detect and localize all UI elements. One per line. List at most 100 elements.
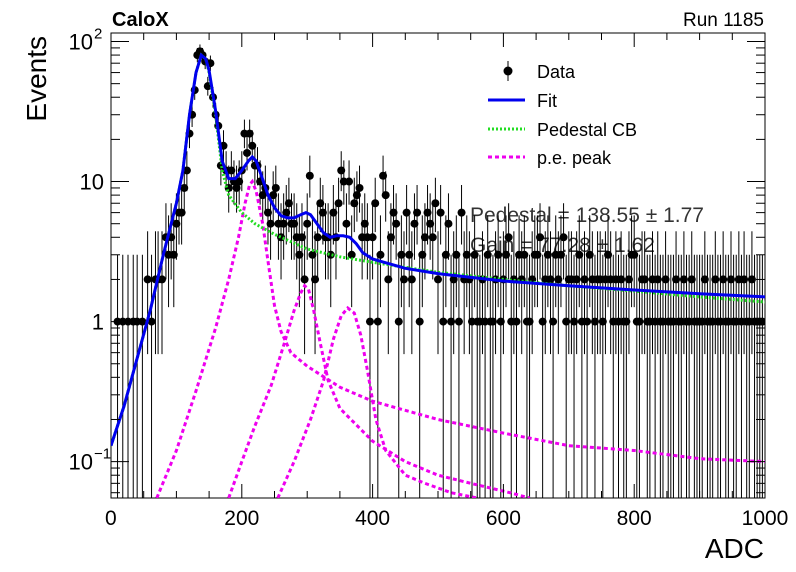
y-tick-label: 10 — [69, 30, 93, 55]
data-point — [355, 165, 364, 213]
data-point — [311, 231, 320, 355]
data-point — [342, 193, 351, 260]
data-marker — [232, 183, 241, 192]
data-point — [726, 231, 735, 355]
data-point — [271, 165, 280, 213]
data-point — [520, 215, 529, 308]
data-marker — [711, 275, 720, 284]
data-point — [133, 254, 142, 498]
data-point — [394, 254, 403, 498]
data-marker — [384, 275, 393, 284]
data-marker — [562, 317, 571, 326]
data-point — [305, 155, 314, 198]
data-point — [504, 203, 513, 280]
data-marker — [494, 250, 503, 259]
data-point — [444, 193, 453, 260]
data-point — [512, 254, 521, 498]
data-marker — [454, 317, 463, 326]
data-marker — [248, 141, 257, 150]
data-marker — [687, 275, 696, 284]
data-marker — [580, 275, 589, 284]
data-point — [559, 203, 568, 280]
data-point — [295, 215, 304, 308]
pe-peak-curve — [276, 305, 478, 498]
data-marker — [661, 275, 670, 284]
data-marker — [300, 275, 309, 284]
data-point — [420, 203, 429, 280]
experiment-label: CaloX — [112, 9, 169, 31]
data-point — [347, 215, 356, 308]
data-point — [580, 231, 589, 355]
data-marker — [243, 148, 252, 157]
legend-data-marker — [503, 66, 513, 76]
data-marker — [271, 183, 280, 192]
data-marker — [318, 208, 327, 217]
data-marker — [700, 275, 709, 284]
data-point — [368, 203, 377, 280]
data-layer — [111, 44, 765, 498]
data-marker — [392, 219, 401, 228]
data-point — [719, 231, 728, 355]
y-tick-label: 10 — [80, 170, 104, 195]
data-marker — [355, 183, 364, 192]
data-point — [496, 254, 505, 498]
data-marker — [316, 199, 325, 208]
legend-entry: Fit — [488, 91, 557, 111]
data-marker — [266, 219, 275, 228]
data-marker — [376, 250, 385, 259]
data-marker — [138, 317, 147, 326]
data-marker — [290, 219, 299, 228]
x-tick-label: 200 — [224, 507, 259, 530]
data-point — [583, 254, 592, 498]
data-marker — [436, 208, 445, 217]
data-marker — [227, 166, 236, 175]
x-tick-label: 0 — [105, 507, 117, 530]
data-point — [158, 231, 167, 355]
data-point — [441, 215, 450, 308]
data-point — [313, 203, 322, 280]
data-marker — [352, 191, 361, 200]
data-point — [415, 254, 424, 498]
data-marker — [502, 250, 511, 259]
fit-annotation: Gain = 77.28 ± 1.62 — [470, 234, 655, 257]
data-marker — [546, 275, 555, 284]
data-marker — [679, 275, 688, 284]
data-marker — [405, 250, 414, 259]
data-marker — [365, 317, 374, 326]
data-marker — [258, 191, 267, 200]
y-tick-label: 1 — [92, 310, 104, 335]
data-point — [399, 231, 408, 355]
data-point — [562, 254, 571, 498]
data-marker — [583, 317, 592, 326]
data-point — [177, 184, 186, 245]
data-marker — [447, 317, 456, 326]
data-marker — [360, 219, 369, 228]
data-point — [617, 231, 626, 355]
data-marker — [386, 233, 395, 242]
data-point — [570, 254, 579, 498]
data-marker — [418, 250, 427, 259]
data-marker — [570, 317, 579, 326]
data-point — [598, 254, 607, 498]
data-marker — [449, 275, 458, 284]
data-marker — [311, 275, 320, 284]
data-marker — [719, 275, 728, 284]
data-point — [549, 254, 558, 498]
data-marker — [590, 317, 599, 326]
data-marker — [350, 199, 359, 208]
data-marker — [470, 250, 479, 259]
data-marker — [303, 219, 312, 228]
data-marker — [295, 250, 304, 259]
data-marker — [279, 219, 288, 228]
data-marker — [630, 250, 639, 259]
data-marker — [536, 233, 545, 242]
data-point — [279, 193, 288, 260]
y-tick-label: 10 — [69, 450, 93, 475]
data-point — [590, 254, 599, 498]
data-marker — [172, 219, 181, 228]
data-marker — [368, 233, 377, 242]
data-marker — [556, 250, 565, 259]
data-point — [407, 231, 416, 355]
data-marker — [635, 317, 644, 326]
